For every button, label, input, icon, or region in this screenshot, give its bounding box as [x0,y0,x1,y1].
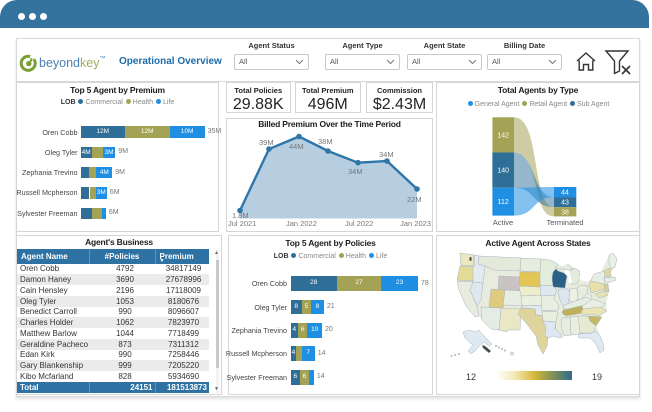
svg-text:Jul 2021: Jul 2021 [228,219,256,228]
svg-text:142: 142 [497,133,509,140]
svg-text:Active: Active [493,218,513,227]
svg-text:34M: 34M [348,167,363,176]
svg-text:43: 43 [561,200,569,207]
svg-text:112: 112 [498,199,509,206]
svg-text:44M: 44M [289,142,304,151]
svg-text:34M: 34M [379,150,394,159]
svg-text:Jan 2022: Jan 2022 [286,219,317,228]
svg-text:38M: 38M [318,137,333,146]
svg-text:Jan 2023: Jan 2023 [400,219,431,228]
svg-text:140: 140 [497,168,509,175]
svg-text:1.8M: 1.8M [232,211,249,220]
svg-text:Terminated: Terminated [546,218,583,227]
svg-text:38: 38 [561,210,569,217]
svg-text:39M: 39M [259,138,274,147]
svg-text:Jul 2022: Jul 2022 [345,219,373,228]
svg-text:22M: 22M [407,195,422,204]
svg-text:44: 44 [561,190,569,197]
